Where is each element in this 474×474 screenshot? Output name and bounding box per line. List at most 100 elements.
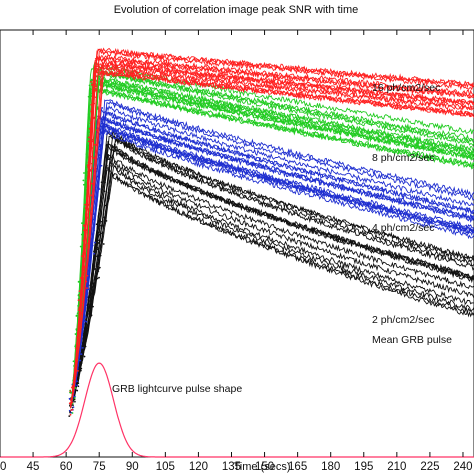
- series-point: [72, 406, 75, 408]
- series-point: [90, 103, 93, 106]
- series-point: [97, 268, 100, 270]
- series-point: [102, 243, 105, 245]
- series-point: [100, 137, 103, 140]
- series-point: [106, 167, 109, 169]
- series-point: [107, 191, 110, 194]
- annotations: 16 ph/cm2/sec 8 ph/cm2/sec 4 ph/cm2/sec …: [112, 82, 452, 395]
- series-point: [97, 220, 100, 223]
- series-point: [100, 75, 103, 77]
- series-point: [71, 412, 74, 414]
- series-line: [70, 107, 474, 408]
- series-point: [87, 203, 90, 206]
- series-point: [92, 117, 95, 120]
- series-point: [90, 194, 93, 197]
- series-point: [86, 164, 89, 167]
- series-point: [109, 164, 111, 167]
- series-line: [70, 128, 474, 408]
- series-point: [81, 222, 83, 225]
- x-tick-label: 60: [60, 461, 73, 473]
- series-line: [70, 115, 474, 405]
- series-point: [82, 269, 85, 272]
- series-point: [88, 223, 91, 226]
- series-point: [75, 314, 78, 317]
- series-group: [68, 99, 474, 414]
- series-point: [68, 397, 71, 400]
- series-line: [70, 154, 474, 409]
- x-tick-label: 75: [93, 461, 106, 473]
- series-point: [81, 346, 84, 349]
- x-tick-label: 180: [321, 461, 340, 473]
- series-point: [68, 415, 71, 418]
- series-point: [82, 229, 85, 232]
- series-point: [105, 144, 108, 147]
- series-point: [72, 360, 75, 363]
- series-point: [100, 164, 103, 167]
- series-point: [84, 203, 87, 206]
- label-16ph: 16 ph/cm2/sec: [372, 82, 440, 94]
- series-line: [70, 104, 474, 406]
- x-tick-label: 240: [453, 461, 472, 473]
- series-point: [106, 158, 109, 161]
- series-point: [98, 266, 101, 269]
- x-tick-label: 45: [27, 461, 40, 473]
- series-point: [80, 362, 83, 364]
- x-tick-label: 150: [255, 461, 274, 473]
- series-point: [86, 274, 89, 277]
- grb-pulse-line: [0, 362, 474, 458]
- series-point: [82, 256, 85, 259]
- series-line: [70, 60, 474, 405]
- series-point: [86, 287, 88, 290]
- series-point: [69, 390, 72, 393]
- series-line: [70, 74, 474, 409]
- series-point: [81, 255, 83, 258]
- series-point: [77, 385, 80, 388]
- series-line: [70, 85, 474, 406]
- series-line: [70, 164, 474, 406]
- series-point: [84, 316, 87, 318]
- series-point: [80, 304, 83, 306]
- x-tick-label: 225: [420, 461, 439, 473]
- series-point: [90, 80, 93, 83]
- series-point: [83, 355, 86, 358]
- series-group: [69, 61, 474, 414]
- series-point: [73, 395, 76, 398]
- series-point: [91, 182, 93, 185]
- series-point: [74, 344, 77, 347]
- chart-title: Evolution of correlation image peak SNR …: [114, 4, 359, 16]
- series-point: [90, 300, 93, 302]
- series-point: [76, 339, 79, 342]
- series-point: [93, 143, 96, 146]
- series-point: [71, 408, 74, 411]
- series-point: [87, 116, 90, 119]
- series-point: [103, 216, 106, 219]
- series-point: [93, 250, 95, 253]
- x-tick-label: 120: [189, 461, 208, 473]
- label-4ph: 4 ph/cm2/sec: [372, 222, 434, 234]
- series-point: [72, 404, 74, 406]
- series-point: [76, 389, 79, 392]
- series-group: [68, 128, 474, 418]
- series-point: [92, 157, 95, 160]
- series-point: [87, 140, 90, 143]
- series-line: [70, 75, 474, 406]
- label-mean-grb-pulse: Mean GRB pulse: [372, 334, 452, 346]
- series-line: [70, 50, 474, 405]
- series-point: [101, 80, 103, 83]
- series-point: [69, 413, 72, 416]
- label-grb-lightcurve: GRB lightcurve pulse shape: [112, 383, 242, 395]
- series-point: [95, 129, 98, 132]
- series-line: [70, 63, 474, 407]
- x-axis-label: Time (secs): [233, 461, 290, 473]
- series-line: [70, 87, 474, 406]
- series-point: [91, 244, 94, 247]
- x-tick-label: 210: [387, 461, 406, 473]
- series-point: [77, 369, 79, 372]
- series-point: [92, 232, 95, 235]
- series-point: [82, 183, 85, 186]
- series-line: [70, 68, 474, 408]
- series-point: [81, 301, 83, 303]
- series-point: [93, 229, 95, 232]
- x-tick-label: 105: [156, 461, 175, 473]
- series-point: [98, 276, 100, 279]
- series-point: [89, 284, 92, 287]
